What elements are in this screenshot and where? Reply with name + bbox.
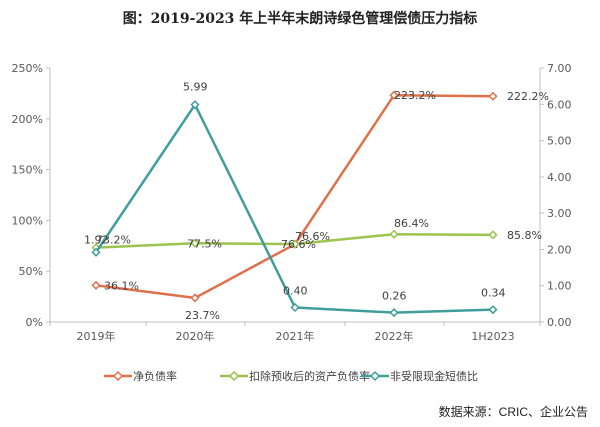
legend-label: 非受限现金短债比 xyxy=(390,370,478,383)
series-3-data-label: 1.92 xyxy=(84,233,109,246)
series-2-point xyxy=(389,229,399,239)
x-axis-tick-label: 2019年 xyxy=(77,329,116,343)
series-2-data-label: 77.5% xyxy=(187,237,222,250)
legend-item-3: 非受限现金短债比 xyxy=(360,368,478,384)
series-1-data-label: 23.7% xyxy=(185,309,220,322)
series-3-point xyxy=(290,302,300,313)
x-axis-tick-label: 2021年 xyxy=(276,329,315,343)
legend-marker-icon xyxy=(220,370,248,382)
series-1-point xyxy=(190,293,200,303)
series-1-data-label: 36.1% xyxy=(104,279,139,292)
series-2-data-label: 76.6% xyxy=(281,238,316,251)
series-3-data-label: 0.40 xyxy=(283,284,308,297)
chart-title: 图：2019-2023 年上半年末朗诗绿色管理偿债压力指标 xyxy=(122,11,478,27)
series-3-data-label: 5.99 xyxy=(183,81,208,94)
left-axis-tick-label: 150% xyxy=(12,164,43,177)
line-chart: 0% 50% 100% 150% 200% 250% 0.00 1.00 2.00 3.00 4.0… xyxy=(12,62,572,343)
x-axis-tick-label: 1H2023 xyxy=(471,330,514,343)
series-3-point xyxy=(91,247,101,257)
left-axis-tick-label: 50% xyxy=(19,265,43,278)
left-axis-tick-label: 250% xyxy=(12,62,43,75)
series-1-point xyxy=(488,91,498,101)
left-axis-tick-label: 0% xyxy=(26,316,43,329)
right-axis-tick-label: 1.00 xyxy=(547,280,572,293)
series-1-data-label: 76.6% xyxy=(295,230,330,243)
legend-marker-icon xyxy=(104,370,132,382)
right-axis-tick-label: 0.00 xyxy=(547,316,572,329)
right-axis-tick-label: 2.00 xyxy=(547,243,572,256)
series-2-data-label: 85.8% xyxy=(507,229,542,242)
right-axis-tick-label: 3.00 xyxy=(547,207,572,220)
legend-item-1: 净负债率 xyxy=(103,368,177,384)
legend-item-2: 扣除预收后的资产负债率 xyxy=(219,368,370,384)
series-3-data-label: 0.34 xyxy=(481,287,506,300)
x-axis-tick-label: 2020年 xyxy=(176,329,215,343)
legend-label: 净负债率 xyxy=(133,370,177,383)
series-line-3 xyxy=(94,103,494,314)
series-1-point xyxy=(389,90,399,100)
chart-legend: 净负债率 扣除预收后的资产负债率 非受限现金短债比 xyxy=(0,368,600,388)
series-line-1 xyxy=(95,93,494,300)
series-2-point xyxy=(290,239,300,249)
series-3-point xyxy=(190,100,200,110)
right-axis-tick-label: 6.00 xyxy=(547,98,572,111)
series-2-data-label: 86.4% xyxy=(394,217,429,230)
right-axis-tick-label: 5.00 xyxy=(547,135,572,148)
x-axis-tick-label: 2022年 xyxy=(375,329,414,343)
right-axis-tick-label: 4.00 xyxy=(547,171,572,184)
series-1-data-label: 223.2% xyxy=(394,89,436,102)
right-axis-tick-label: 7.00 xyxy=(547,62,572,75)
series-3-point xyxy=(488,305,498,315)
series-2-point xyxy=(190,238,200,248)
series-2-data-label: 73.2% xyxy=(96,234,131,247)
legend-label: 扣除预收后的资产负债率 xyxy=(249,370,370,383)
left-axis-tick-label: 100% xyxy=(12,214,43,227)
series-2-point xyxy=(488,230,498,240)
series-1-data-label: 222.2% xyxy=(507,90,549,103)
legend-marker-icon xyxy=(361,370,389,382)
series-3-point xyxy=(389,308,399,318)
data-source-note: 数据来源：CRIC、企业公告 xyxy=(438,405,588,419)
series-3-data-label: 0.26 xyxy=(382,290,407,303)
series-1-point xyxy=(91,280,101,290)
left-axis-tick-label: 200% xyxy=(12,113,43,126)
